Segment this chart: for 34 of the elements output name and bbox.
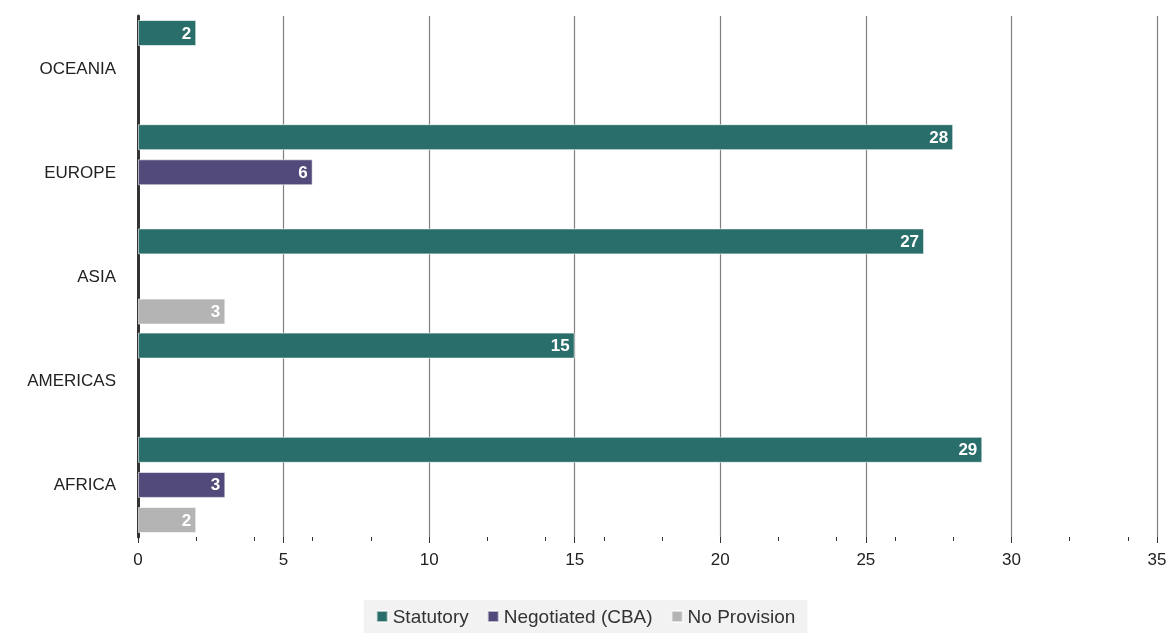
data-label: 28 — [929, 127, 949, 147]
data-label: 27 — [900, 231, 920, 251]
data-label: 29 — [958, 440, 978, 460]
x-tick-label: 0 — [133, 550, 143, 569]
x-tick-label: 20 — [710, 550, 730, 569]
y-tick-label: ASIA — [77, 267, 117, 286]
data-label: 2 — [181, 23, 192, 43]
bar — [138, 298, 226, 325]
bar — [138, 332, 575, 359]
x-tick-label: 5 — [278, 550, 289, 569]
bar — [138, 228, 925, 255]
legend-label: Negotiated (CBA) — [503, 606, 653, 627]
y-tick-label: AFRICA — [53, 475, 117, 495]
bar — [138, 471, 226, 498]
data-label: 6 — [298, 162, 308, 182]
data-label: 3 — [210, 475, 221, 495]
bar — [138, 159, 313, 186]
x-tick-label: 15 — [565, 550, 585, 569]
bar — [138, 20, 197, 46]
y-tick-label: OCEANIA — [39, 58, 117, 78]
y-tick-label: AMERICAS — [27, 371, 116, 391]
data-label: 2 — [181, 510, 192, 530]
y-tick-label: EUROPE — [44, 162, 116, 182]
x-tick-label: 35 — [1147, 550, 1167, 569]
data-label: 3 — [210, 302, 221, 322]
x-tick-label: 10 — [419, 550, 439, 569]
bar — [138, 436, 983, 463]
legend-label: Statutory — [392, 606, 470, 627]
bar — [138, 124, 954, 151]
x-tick-label: 30 — [1001, 550, 1021, 569]
x-tick-label: 25 — [856, 550, 876, 569]
bar — [138, 507, 197, 533]
legend-label: No Provision — [687, 606, 796, 627]
data-label: 15 — [550, 336, 570, 356]
